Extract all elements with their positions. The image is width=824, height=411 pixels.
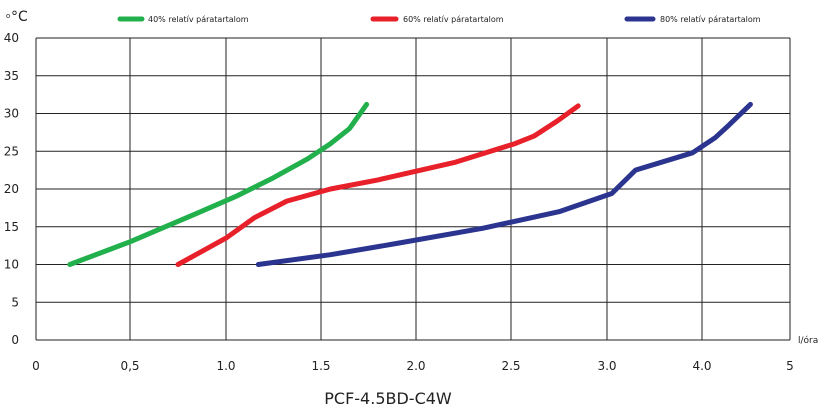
y-tick-label: 40 <box>4 31 19 45</box>
y-tick-label: 20 <box>4 182 19 196</box>
y-tick-label: 35 <box>4 69 19 83</box>
y-axis-ticks: 0 5 10 15 20 25 30 35 40 <box>4 31 19 347</box>
x-tick-label: 1.5 <box>311 359 330 373</box>
legend-label-2: 60% relatív páratartalom <box>403 15 504 24</box>
y-tick-label: 30 <box>4 107 19 121</box>
series-line-1 <box>67 101 370 267</box>
series-lines <box>67 101 753 267</box>
grid <box>35 37 791 341</box>
x-tick-label: 5 <box>786 359 794 373</box>
x-tick-label: 0 <box>32 359 40 373</box>
legend-label-1: 40% relatív páratartalom <box>148 15 249 24</box>
y-tick-label: 10 <box>4 258 19 272</box>
series-line-3 <box>255 101 753 267</box>
x-tick-label: 0,5 <box>120 359 139 373</box>
legend: 40% relatív páratartalom 60% relatív pára… <box>117 15 761 24</box>
x-tick-label: 4.0 <box>692 359 711 373</box>
legend-label-3: 80% relatív páratartalom <box>660 15 761 24</box>
y-tick-label: 0 <box>11 333 19 347</box>
y-tick-label: 25 <box>4 144 19 158</box>
chart-caption: PCF-4.5BD-C4W <box>324 389 452 408</box>
x-tick-label: 3.0 <box>597 359 616 373</box>
x-tick-label: 2.5 <box>501 359 520 373</box>
x-axis-label: l/óra <box>798 335 818 346</box>
series-line-2 <box>175 103 581 267</box>
y-tick-label: 15 <box>4 220 19 234</box>
x-axis-ticks: 0 0,5 1.0 1.5 2.0 2.5 3.0 4.0 5 <box>32 359 794 373</box>
x-tick-label: 1.0 <box>216 359 235 373</box>
x-tick-label: 2.0 <box>406 359 425 373</box>
y-axis-unit-prefix: o <box>6 12 10 20</box>
y-axis-label: °C <box>11 9 28 25</box>
y-tick-label: 5 <box>11 295 19 309</box>
